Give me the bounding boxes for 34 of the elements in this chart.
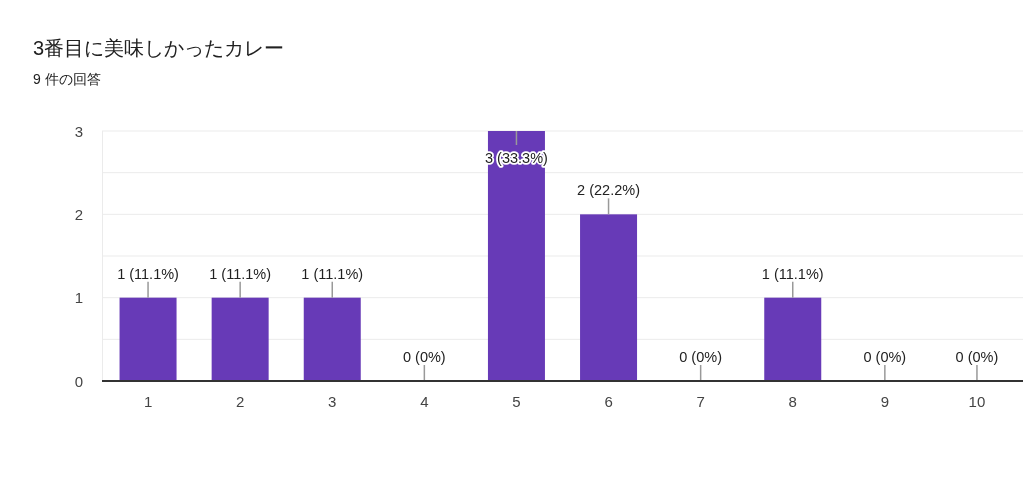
y-tick-label: 0: [74, 372, 83, 390]
x-tick-label: 1: [143, 392, 153, 410]
data-label: 1 (11.1%): [117, 265, 179, 299]
x-tick-label: 4: [420, 392, 429, 410]
data-label: 0 (0%): [955, 349, 999, 382]
data-label: 2 (22.2%): [577, 182, 640, 199]
data-label: 0 (0%): [403, 349, 446, 382]
data-label: 1 (11.1%): [301, 265, 364, 282]
subtitle: 9 件の回答: [33, 71, 101, 87]
data-label: 0 (0%): [402, 349, 446, 365]
x-tick-label: 8: [788, 392, 797, 410]
x-tick-label: 9: [880, 392, 889, 410]
title: 3番目に美味しかったカレー: [33, 37, 285, 59]
data-label: 2 (22.2%): [577, 182, 640, 216]
data-label: 1 (11.1%): [301, 265, 364, 299]
x-tick-label: 7: [696, 392, 705, 410]
data-label: 1 (11.1%): [761, 265, 824, 299]
data-label: 0 (0%): [679, 349, 723, 365]
data-label: 1 (11.1%): [761, 265, 824, 282]
data-label: 0 (0%): [863, 349, 907, 382]
y-tick-label: 2: [74, 205, 83, 223]
data-label: 0 (0%): [679, 349, 722, 382]
data-label: 0 (0%): [955, 349, 999, 365]
y-tick-label: 1: [74, 289, 83, 307]
data-label: 1 (11.1%): [117, 265, 179, 282]
x-tick-label: 6: [604, 392, 613, 410]
data-label: 0 (0%): [863, 349, 907, 365]
x-tick-label: 5: [512, 392, 521, 410]
x-tick-label: 10: [968, 392, 986, 410]
data-label: 1 (11.1%): [209, 265, 272, 282]
x-tick-label: 2: [236, 392, 245, 410]
x-tick-label: 3: [328, 392, 337, 410]
data-label: 1 (11.1%): [209, 265, 272, 299]
y-tick-label: 3: [74, 122, 83, 140]
